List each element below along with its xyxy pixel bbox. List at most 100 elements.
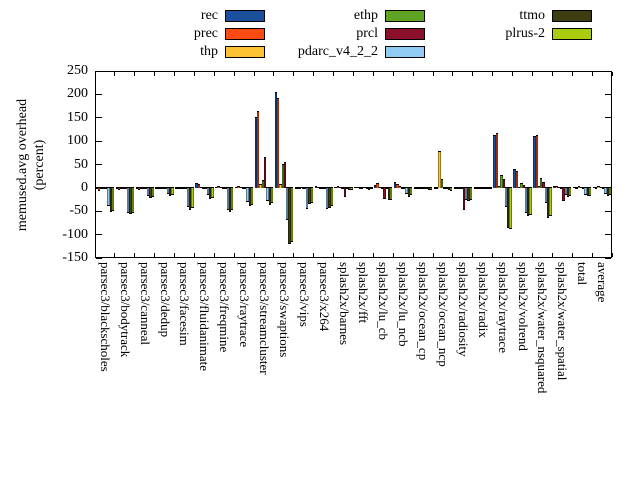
bar-ttmo <box>248 187 251 206</box>
bar-thp <box>120 187 123 189</box>
bar-ttmo <box>189 187 192 210</box>
bar-prec <box>436 187 439 189</box>
bar-prcl <box>442 187 446 190</box>
y-tick-mark <box>96 70 102 72</box>
bar-pdarc_v4_2_2 <box>206 187 209 195</box>
bar-thp <box>378 186 382 188</box>
bar-thp <box>537 186 541 188</box>
bar-ethp <box>579 186 583 188</box>
zero-baseline-dash <box>314 186 333 188</box>
x-tick-mark <box>551 72 553 76</box>
x-category-label: splash2x/water_nsquared <box>535 262 551 394</box>
bar-prcl <box>283 162 287 188</box>
legend-swatch-thp <box>225 46 265 58</box>
y-tick-mark <box>96 164 102 165</box>
bar-rec <box>175 187 178 189</box>
bar-rec <box>195 183 198 188</box>
bar-rec <box>573 186 576 188</box>
bar-pdarc_v4_2_2 <box>286 187 289 220</box>
bar-prec <box>197 184 200 188</box>
bar-rec <box>413 187 417 189</box>
x-tick-mark <box>213 253 215 257</box>
bar-prec <box>416 187 419 189</box>
zero-baseline-dash <box>573 186 592 188</box>
bar-pdarc_v4_2_2 <box>306 187 309 210</box>
bar-rec <box>553 185 556 188</box>
x-category-label: average <box>595 262 611 303</box>
bar-prcl <box>323 187 326 189</box>
bar-prcl <box>482 187 486 189</box>
bar-ethp <box>241 187 245 189</box>
bar-ttmo <box>467 187 470 201</box>
bar-plrus-2 <box>191 187 194 209</box>
y-tick-mark <box>605 210 611 212</box>
x-tick-mark <box>452 253 454 257</box>
x-category-label: parsec3/fluidanimate <box>197 262 213 372</box>
y-tick-mark <box>605 70 611 72</box>
bar-rec <box>354 186 357 188</box>
x-tick-mark <box>531 253 533 257</box>
bar-rec <box>254 117 258 188</box>
x-tick-mark <box>432 253 434 257</box>
legend-label-plrus-2: plrus-2 <box>505 26 545 41</box>
bar-plrus-2 <box>370 187 373 190</box>
x-tick-mark <box>571 253 573 257</box>
bar-pdarc_v4_2_2 <box>604 187 607 195</box>
bar-rec <box>453 187 456 189</box>
zero-baseline-dash <box>115 186 134 188</box>
bar-prcl <box>264 157 267 188</box>
x-category-label: parsec3/raytrace <box>237 262 253 348</box>
x-tick-mark <box>611 72 613 76</box>
bar-plrus-2 <box>310 187 313 204</box>
bar-prcl <box>462 187 466 211</box>
bar-ttmo <box>169 187 172 197</box>
bar-thp <box>438 151 441 188</box>
legend-swatch-plrus-2 <box>552 28 592 40</box>
bar-ttmo <box>348 187 351 191</box>
bar-plrus-2 <box>270 187 274 204</box>
bar-prcl <box>124 187 128 189</box>
x-tick-mark <box>134 253 136 257</box>
x-tick-mark <box>512 72 514 76</box>
y-tick-mark <box>96 117 102 119</box>
x-category-label: splash2x/fft <box>356 262 372 324</box>
bar-pdarc_v4_2_2 <box>246 187 249 202</box>
bar-plrus-2 <box>290 187 294 243</box>
y-tick-label: 0 <box>81 179 88 195</box>
bar-ethp <box>420 187 424 189</box>
bar-ttmo <box>407 187 411 198</box>
x-category-label: splash2x/raytrace <box>495 262 511 353</box>
bar-ttmo <box>268 187 271 206</box>
x-tick-mark <box>551 253 553 257</box>
bar-prec <box>277 98 280 188</box>
y-tick-mark <box>605 93 611 95</box>
bar-ttmo <box>109 187 112 213</box>
bar-rec <box>95 187 99 189</box>
zero-baseline-dash <box>155 186 174 188</box>
bar-pdarc_v4_2_2 <box>524 187 528 213</box>
y-tick-mark <box>96 234 102 236</box>
y-tick-label: 150 <box>67 109 88 125</box>
bar-ttmo <box>507 187 510 229</box>
x-tick-mark <box>492 72 494 76</box>
x-tick-mark <box>313 253 315 257</box>
zero-baseline-dash <box>215 186 234 188</box>
bar-ttmo <box>288 187 291 245</box>
bar-ttmo <box>527 187 530 216</box>
bar-pdarc_v4_2_2 <box>166 187 170 194</box>
bar-thp <box>179 187 183 189</box>
bar-thp <box>358 187 362 189</box>
y-tick-label: -150 <box>62 250 88 265</box>
bar-plrus-2 <box>589 187 592 196</box>
bar-rec <box>334 186 337 188</box>
bar-ethp <box>480 187 483 189</box>
bar-ethp <box>381 187 384 189</box>
y-tick-mark <box>605 140 611 142</box>
x-category-label: parsec3/dedup <box>157 262 173 338</box>
bar-ttmo <box>308 187 311 205</box>
bar-ethp <box>440 178 443 188</box>
bar-rec <box>533 136 536 188</box>
bar-ethp <box>460 187 463 189</box>
legend-swatch-ttmo <box>552 10 592 22</box>
bar-prcl <box>164 187 167 189</box>
